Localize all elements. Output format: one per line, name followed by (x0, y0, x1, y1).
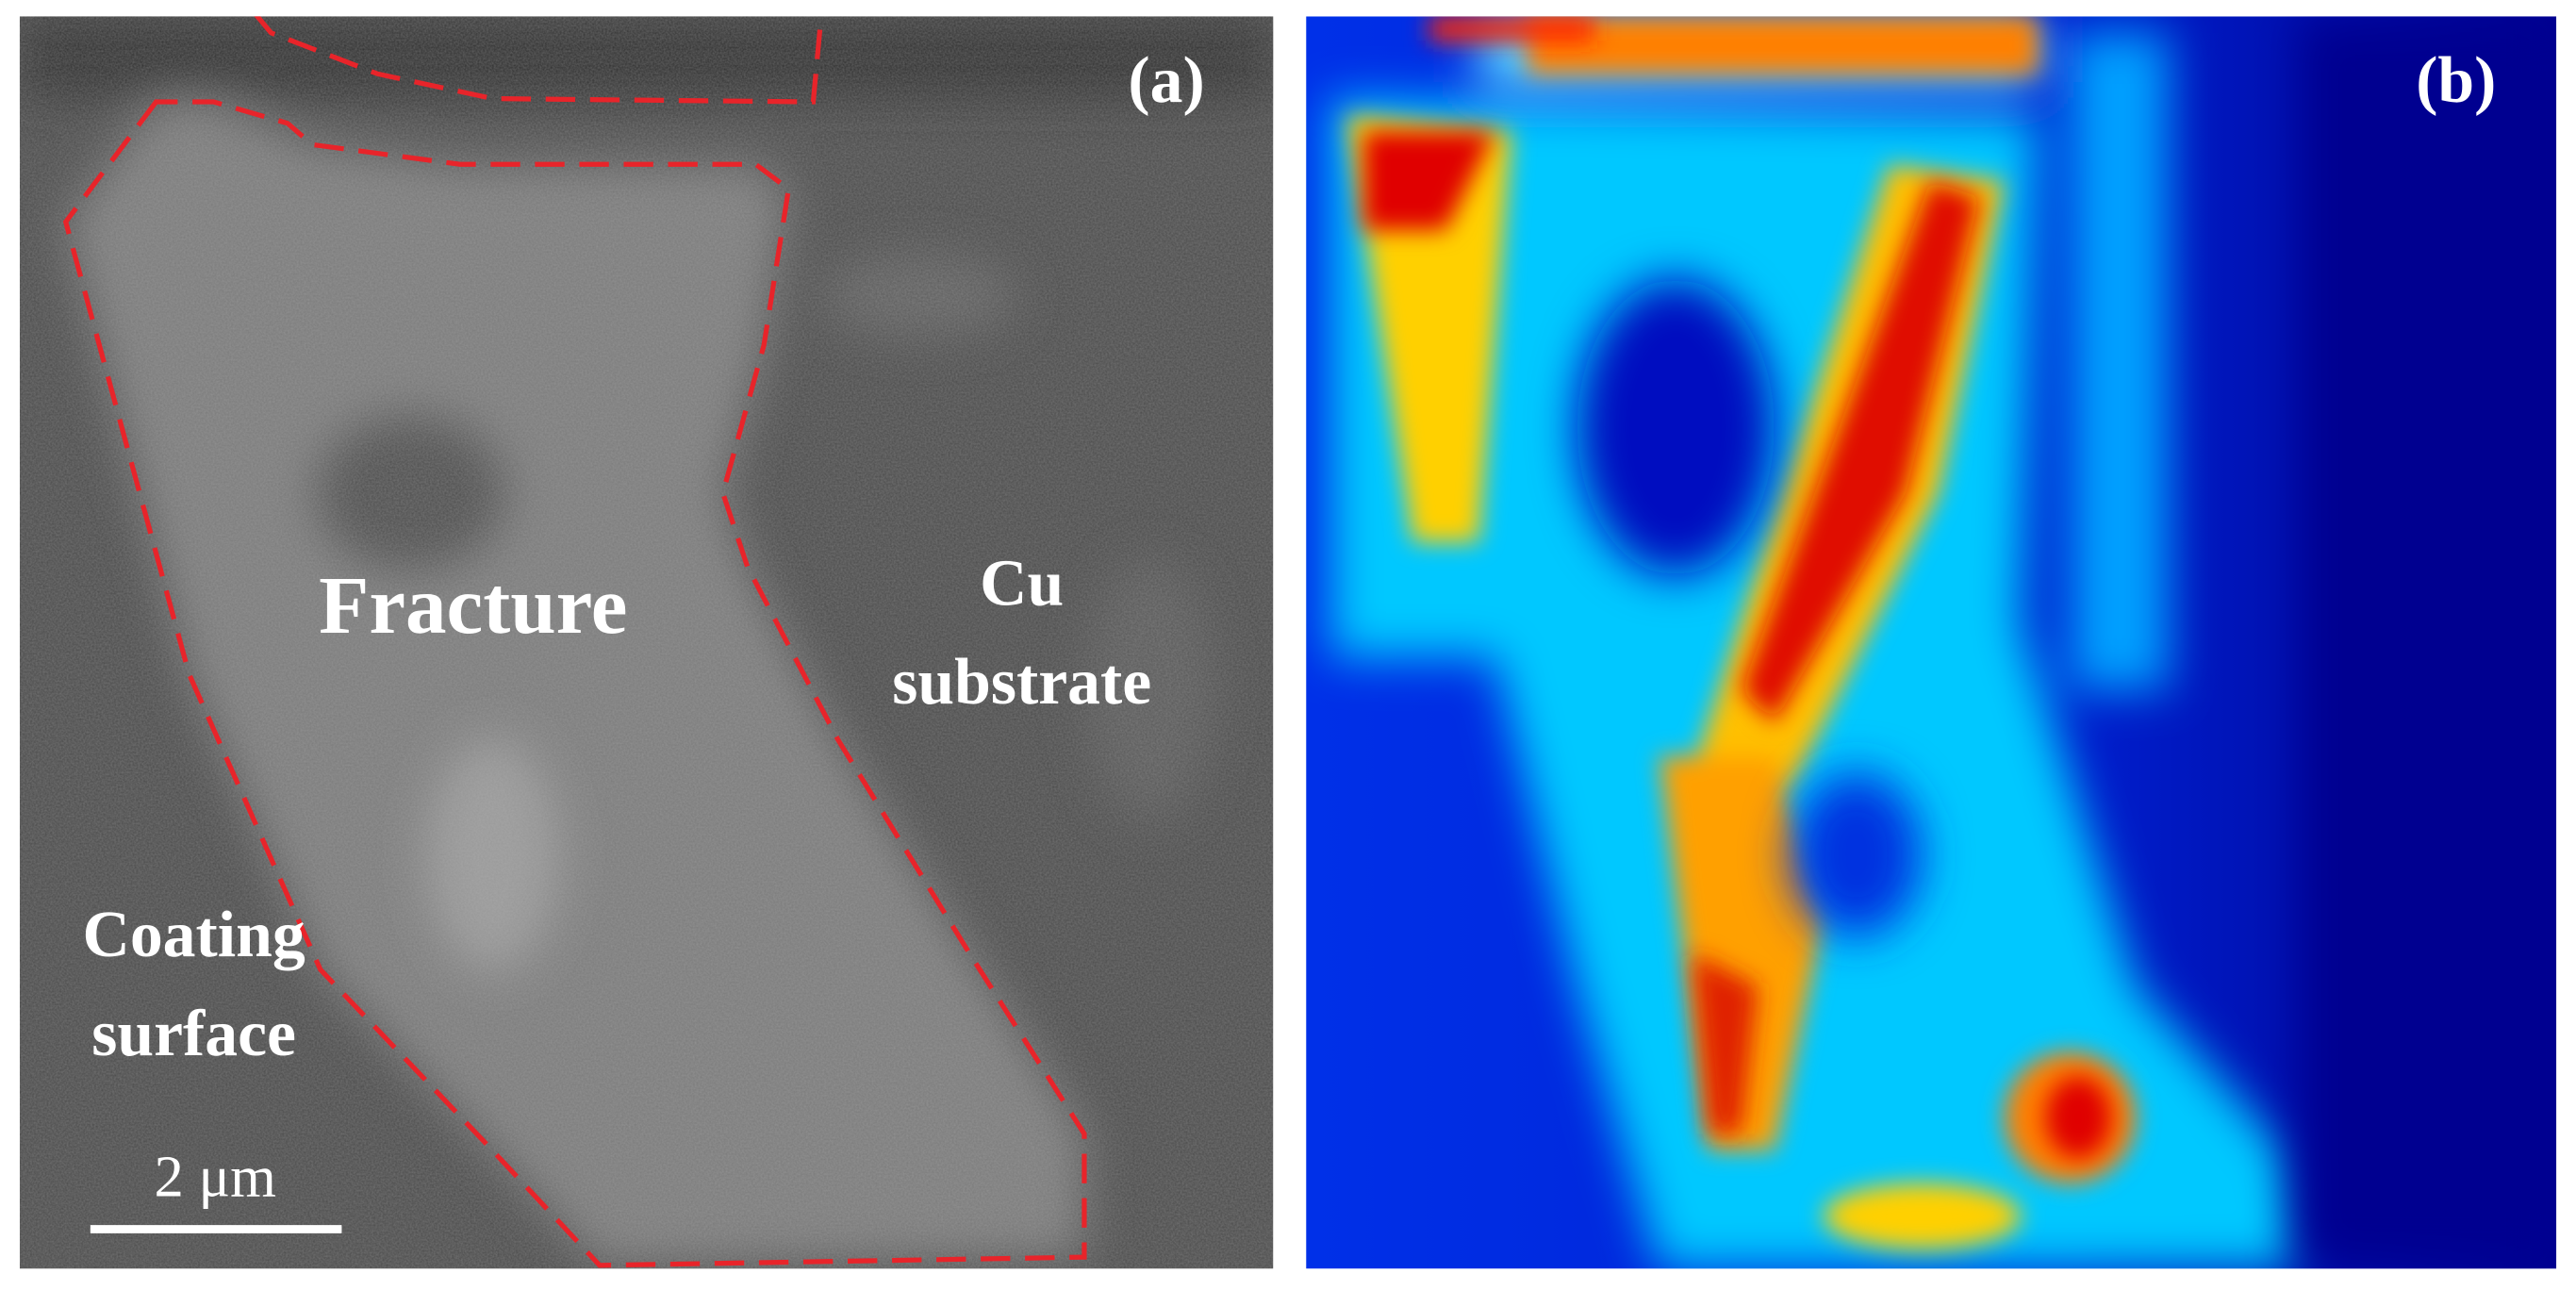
panel-label: (b) (2416, 44, 2496, 117)
scale-bar-label: 2 μm (155, 1144, 276, 1210)
panel-label: (a) (1128, 44, 1204, 117)
fracture-outline (62, 99, 1087, 1268)
annotation: Coating (83, 899, 305, 971)
annotation: Cu (980, 547, 1064, 620)
sem-noise (19, 16, 1274, 1269)
annotation: surface (91, 998, 296, 1070)
heatmap-cold (1577, 16, 2557, 1269)
panel-b-image (1306, 16, 2557, 1269)
annotation: substrate (892, 646, 1151, 719)
panel-a-image (19, 16, 1274, 1269)
annotation: Fracture (319, 559, 627, 651)
heatmap-hot (1363, 16, 2111, 1159)
top-outline (254, 16, 824, 105)
